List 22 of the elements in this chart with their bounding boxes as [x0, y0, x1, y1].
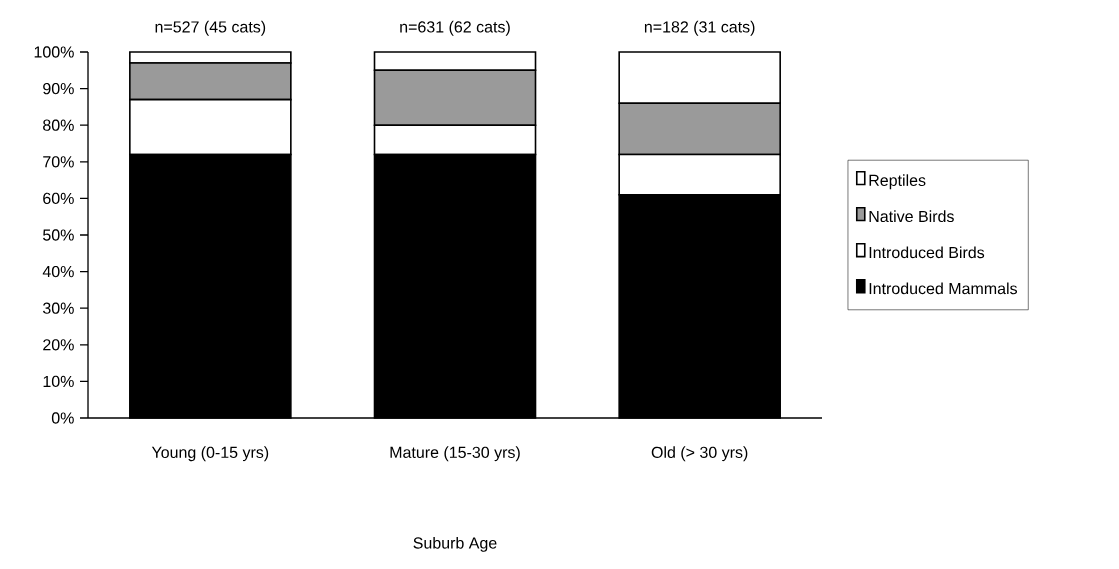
text: n=631 (62 cats)	[400, 20, 510, 36]
y-tick-label: 10%	[43, 375, 74, 388]
y-tick-label: 60%	[43, 192, 74, 205]
text: n=527 (45 cats)	[155, 20, 266, 36]
legend-label: Native Birds	[869, 210, 954, 223]
x-tick-label: Young (0-15 yrs)	[151, 446, 269, 462]
legend-label: Introduced Birds	[869, 246, 985, 259]
y-tick-label: 20%	[43, 339, 74, 351]
y-tick-label: 40%	[42, 265, 74, 278]
y-tick-label: 80%	[43, 119, 74, 131]
x-tick-label: Old (> 30 yrs)	[651, 446, 748, 462]
legend-label: Reptiles	[869, 174, 926, 190]
y-tick-label: 30%	[42, 302, 74, 314]
y-tick-label: 90%	[43, 82, 74, 95]
y-tick-label: 0%	[51, 412, 74, 424]
legend-label: Introduced Mammals	[869, 282, 1018, 295]
y-tick-label: 50%	[43, 229, 74, 241]
x-axis-title: Suburb Age	[413, 536, 497, 552]
text: n=182 (31 cats)	[644, 20, 755, 36]
x-tick-label: Mature (15-30 yrs)	[390, 446, 520, 462]
y-tick-label: 100%	[34, 46, 74, 58]
y-tick-label: 70%	[43, 156, 74, 168]
